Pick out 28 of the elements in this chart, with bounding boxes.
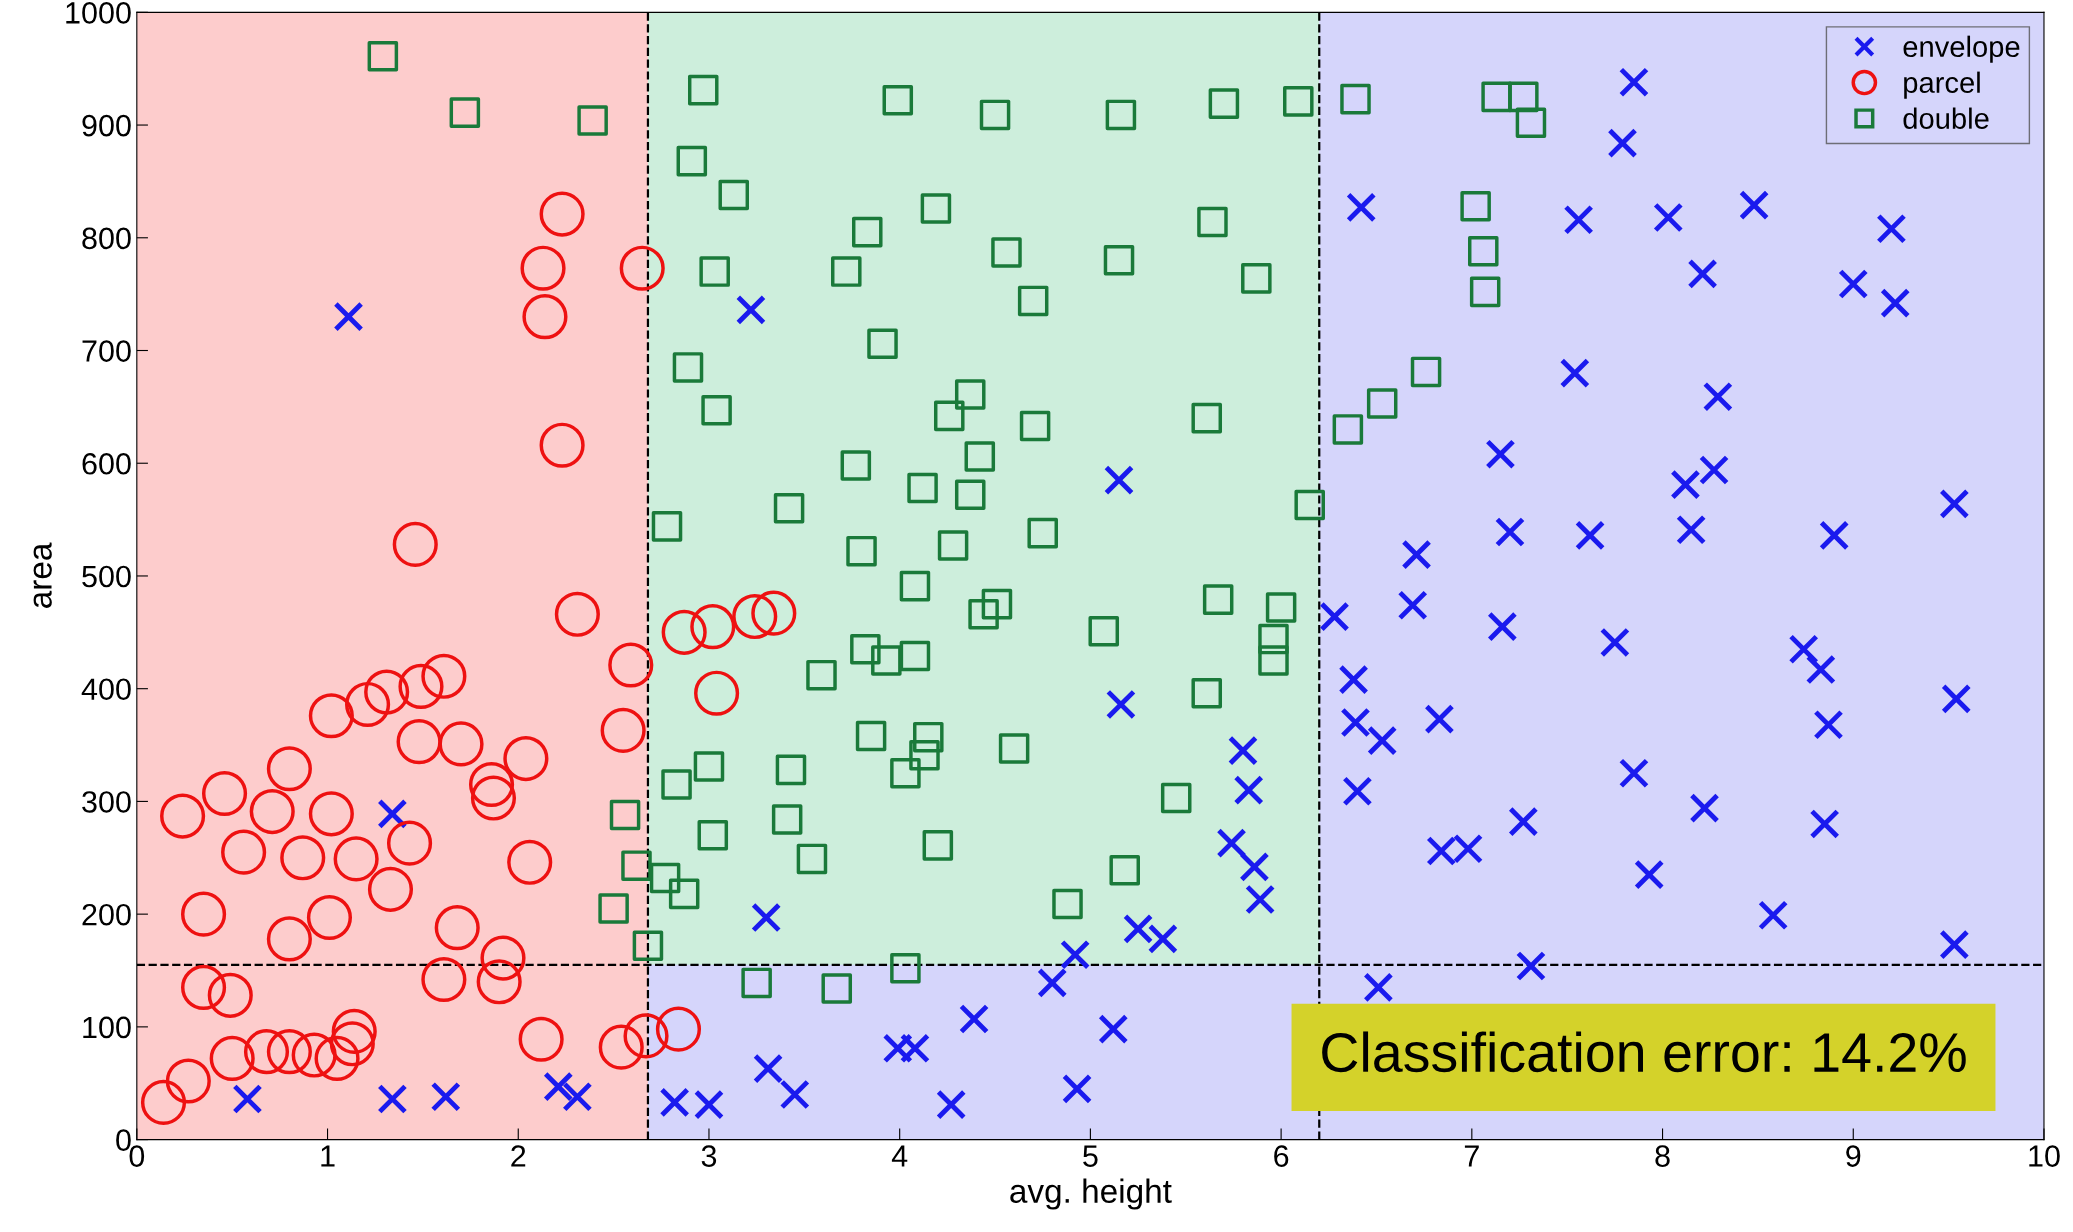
annotation: Classification error: 14.2% — [1322, 1031, 1966, 1073]
x-tick-label: 1 — [321, 1145, 335, 1167]
y-axis-title: area — [33, 542, 52, 608]
x-tick-label: 5 — [1083, 1145, 1098, 1167]
y-tick-label: 900 — [82, 114, 131, 137]
legend-label: parcel — [1904, 71, 1980, 99]
y-tick-label: 200 — [82, 903, 131, 926]
x-tick-label: 6 — [1274, 1145, 1289, 1167]
y-tick-label: 400 — [81, 678, 131, 701]
x-tick-label: 3 — [701, 1145, 717, 1167]
x-tick-label: 0 — [129, 1145, 145, 1167]
legend-label: double — [1903, 107, 1989, 129]
x-tick-label: 4 — [891, 1145, 908, 1167]
y-tick-label: 800 — [82, 227, 131, 250]
y-tick-label: 100 — [83, 1016, 131, 1039]
y-tick-label: 1000 — [66, 2, 131, 24]
x-tick-label: 8 — [1655, 1145, 1670, 1167]
y-tick-label: 500 — [82, 565, 131, 588]
y-tick-label: 600 — [82, 452, 131, 475]
y-tick-label: 700 — [82, 340, 131, 362]
y-tick-label: 0 — [116, 1129, 131, 1151]
x-axis-title: avg. height — [1010, 1178, 1172, 1210]
x-tick-label: 9 — [1846, 1145, 1861, 1167]
y-tick-label: 300 — [82, 791, 131, 813]
x-tick-label: 7 — [1464, 1145, 1479, 1167]
legend-label: envelope — [1903, 35, 2020, 63]
x-tick-label: 10 — [2029, 1145, 2060, 1167]
x-tick-label: 2 — [511, 1145, 526, 1167]
